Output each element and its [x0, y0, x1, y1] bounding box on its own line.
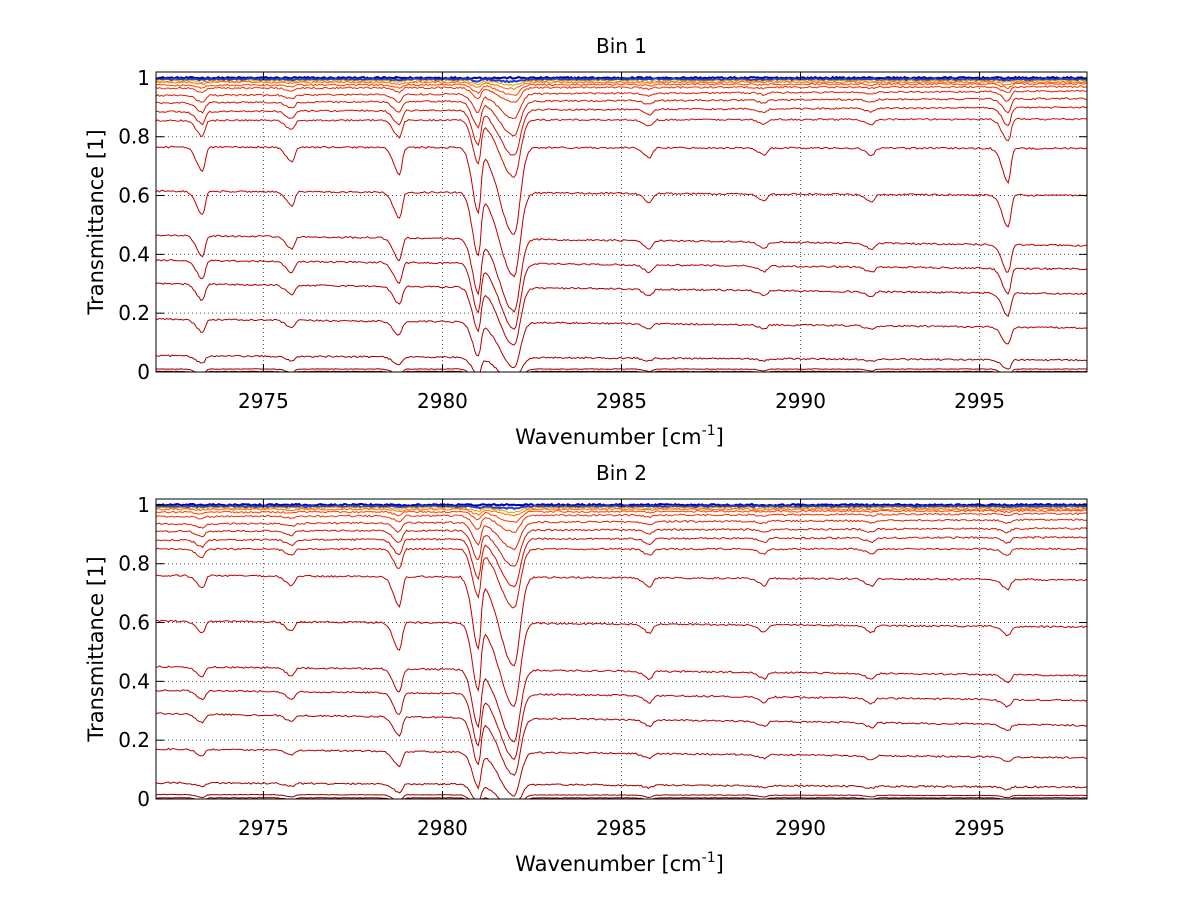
series-line — [155, 258, 1088, 330]
series-line — [155, 317, 1088, 368]
series-line — [155, 619, 1088, 708]
y-tick-label: 0.4 — [118, 242, 150, 266]
series-line — [155, 747, 1088, 797]
x-tick-label: 2975 — [238, 389, 289, 413]
y-tick-label: 0.4 — [118, 669, 150, 693]
x-tick-label: 2995 — [954, 389, 1005, 413]
y-tick-label: 0 — [137, 360, 150, 384]
x-tick-label: 2980 — [417, 816, 468, 840]
plot-area — [156, 72, 1087, 372]
x-tick-label: 2985 — [596, 389, 647, 413]
series-line — [155, 689, 1088, 761]
series-line — [155, 234, 1088, 313]
x-tick-label: 2990 — [775, 389, 826, 413]
y-tick-label: 0.6 — [118, 184, 150, 208]
series-line — [155, 282, 1088, 346]
series-line — [155, 507, 1088, 517]
series-line — [155, 665, 1087, 743]
x-tick-label: 2975 — [238, 816, 289, 840]
y-tick-label: 0.2 — [118, 301, 150, 325]
x-tick-label: 2985 — [596, 816, 647, 840]
series-line — [155, 781, 1088, 800]
bin-2-plot: 2975 2980 2985 2990 2995 0 0.2 0.4 0.6 0.8 1 Bin 2 W… — [84, 461, 1088, 876]
series-line — [155, 97, 1088, 137]
series-line — [155, 105, 1088, 156]
series-line — [155, 527, 1088, 567]
y-tick-label: 0.8 — [118, 125, 150, 149]
chart-title: Bin 2 — [596, 461, 647, 485]
y-axis-label: Transmittance [1] — [84, 129, 108, 315]
x-tick-label: 2995 — [954, 816, 1005, 840]
y-tick-label: 0 — [137, 787, 150, 811]
y-tick-label: 0.2 — [118, 728, 150, 752]
series-line — [155, 509, 1088, 524]
x-tick-label: 2990 — [775, 816, 826, 840]
series-line — [156, 574, 1088, 667]
y-tick-label: 0.8 — [118, 552, 150, 576]
series-line — [155, 547, 1087, 609]
bin-1-plot: 2975 2980 2985 2990 2995 0 0.2 0.4 0.6 0.8 1 Bin 1 W… — [84, 34, 1088, 449]
series-line — [155, 712, 1088, 777]
series-line — [155, 145, 1088, 235]
series-line — [155, 518, 1088, 551]
series-line — [155, 117, 1088, 178]
series-line — [155, 80, 1087, 91]
series-line — [155, 354, 1088, 373]
x-axis-label: Wavenumber [cm-1] — [515, 850, 724, 876]
y-tick-label: 1 — [137, 66, 150, 90]
y-tick-label: 0.6 — [118, 611, 150, 635]
x-axis-label: Wavenumber [cm-1] — [515, 423, 724, 449]
x-tick-label: 2980 — [417, 389, 468, 413]
y-tick-label: 1 — [137, 493, 150, 517]
y-axis-label: Transmittance [1] — [84, 556, 108, 742]
series-line — [155, 189, 1088, 278]
series-line — [155, 89, 1088, 120]
series-line — [155, 82, 1088, 97]
series-line — [155, 512, 1088, 533]
series-line — [155, 85, 1088, 103]
chart-title: Bin 1 — [596, 34, 647, 58]
series-line — [155, 535, 1088, 588]
